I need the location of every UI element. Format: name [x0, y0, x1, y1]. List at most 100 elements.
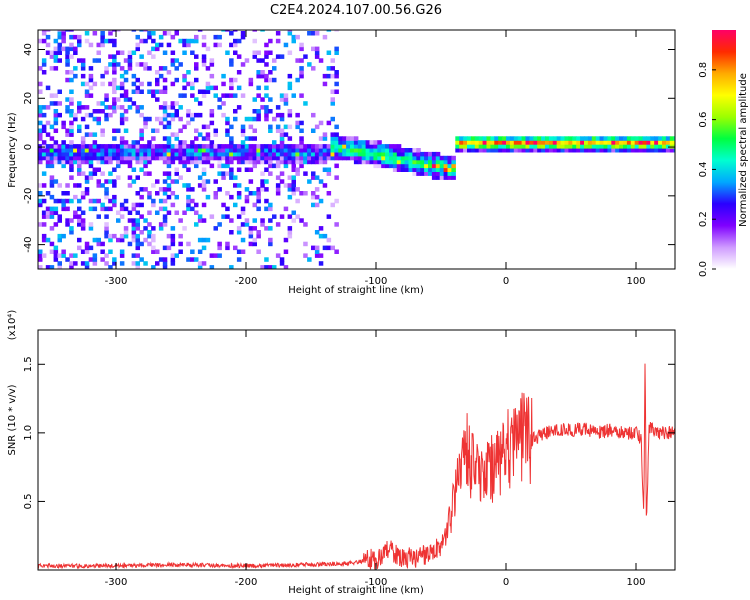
heatmap-cell	[139, 105, 144, 110]
heatmap-cell	[498, 136, 503, 141]
heatmap-cell	[381, 151, 386, 157]
heatmap-cell	[139, 112, 144, 118]
heatmap-cell	[131, 226, 137, 231]
heatmap-cell	[162, 261, 168, 266]
heatmap-cell	[49, 210, 55, 215]
heatmap-cell	[287, 155, 293, 161]
heatmap-cell	[186, 194, 191, 200]
heatmap-cell	[229, 194, 234, 200]
heatmap-cell	[279, 54, 285, 59]
heatmap-cell	[408, 151, 413, 157]
heatmap-cell	[45, 85, 51, 91]
heatmap-cell	[131, 167, 137, 172]
heatmap-cell	[108, 105, 113, 110]
heatmap-cell	[53, 179, 59, 184]
heatmap-cell	[174, 31, 179, 36]
heatmap-cell	[57, 46, 62, 52]
heatmap-cell	[619, 144, 624, 149]
heatmap-cell	[213, 93, 218, 98]
heatmap-cell	[131, 253, 137, 258]
heatmap-cell	[322, 34, 328, 40]
heatmap-cell	[123, 116, 129, 122]
heatmap-cell	[287, 112, 293, 118]
heatmap-cell	[77, 222, 82, 227]
heatmap-cell	[314, 155, 320, 161]
heatmap-cell	[252, 144, 257, 149]
heatmap-cell	[143, 148, 148, 153]
heatmap-cell	[182, 73, 187, 79]
heatmap-cell	[607, 144, 612, 149]
heatmap-cell	[104, 105, 109, 110]
heatmap-cell	[373, 140, 378, 145]
snr-x-tick-label: -300	[105, 577, 128, 588]
heatmap-y-tick-label: 40	[23, 43, 34, 56]
heatmap-cell	[322, 151, 328, 157]
heatmap-cell	[525, 148, 530, 153]
heatmap-cell	[314, 202, 320, 208]
heatmap-cell	[205, 66, 211, 71]
heatmap-cell	[104, 112, 109, 118]
heatmap-cell	[127, 241, 133, 247]
heatmap-cell	[197, 214, 203, 219]
heatmap-cell	[260, 183, 265, 188]
heatmap-cell	[346, 148, 351, 153]
heatmap-cell	[334, 73, 339, 79]
heatmap-cell	[400, 151, 406, 157]
heatmap-cell	[256, 70, 261, 75]
heatmap-cell	[209, 214, 215, 219]
heatmap-cell	[665, 136, 671, 141]
heatmap-cell	[139, 89, 144, 94]
heatmap-cell	[166, 124, 172, 130]
heatmap-cell	[143, 38, 148, 44]
heatmap-cell	[166, 187, 172, 192]
heatmap-cell	[174, 109, 179, 114]
heatmap-cell	[166, 245, 172, 251]
heatmap-cell	[435, 159, 441, 165]
heatmap-cell	[194, 148, 199, 153]
heatmap-cell	[587, 148, 593, 153]
heatmap-cell	[584, 136, 589, 141]
heatmap-cell	[65, 144, 70, 149]
heatmap-cell	[119, 66, 125, 71]
heatmap-cell	[92, 148, 98, 153]
heatmap-cell	[299, 148, 304, 153]
heatmap-cell	[506, 144, 511, 149]
heatmap-cell	[369, 151, 374, 157]
heatmap-cell	[143, 159, 148, 165]
heatmap-cell	[112, 38, 117, 44]
heatmap-cell	[65, 105, 70, 110]
heatmap-cell	[174, 30, 179, 32]
heatmap-cell	[73, 50, 78, 55]
heatmap-cell	[174, 136, 179, 141]
heatmap-cell	[400, 148, 406, 153]
heatmap-cell	[201, 58, 207, 63]
heatmap-cell	[209, 140, 215, 145]
heatmap-cell	[104, 116, 109, 122]
heatmap-cell	[119, 233, 125, 239]
heatmap-cell	[123, 109, 129, 114]
heatmap-cell	[174, 179, 179, 184]
heatmap-cell	[69, 167, 74, 172]
heatmap-cell	[560, 148, 566, 153]
heatmap-cell	[162, 151, 168, 157]
heatmap-cell	[162, 159, 168, 165]
heatmap-cell	[53, 148, 59, 153]
heatmap-cell	[194, 38, 199, 44]
heatmap-cell	[170, 151, 176, 157]
heatmap-cell	[634, 148, 640, 153]
heatmap-cell	[564, 144, 569, 149]
heatmap-cell	[49, 54, 55, 59]
heatmap-cell	[84, 241, 90, 247]
heatmap-cell	[131, 89, 137, 94]
heatmap-cell	[256, 206, 261, 212]
heatmap-cell	[424, 171, 429, 176]
heatmap-cell	[205, 132, 211, 137]
heatmap-cell	[381, 144, 386, 149]
heatmap-cell	[147, 222, 152, 227]
heatmap-cell	[482, 148, 488, 153]
heatmap-cell	[80, 218, 86, 223]
heatmap-cell	[182, 144, 187, 149]
heatmap-cell	[291, 93, 296, 98]
heatmap-cell	[123, 148, 129, 153]
heatmap-cell	[151, 144, 156, 149]
